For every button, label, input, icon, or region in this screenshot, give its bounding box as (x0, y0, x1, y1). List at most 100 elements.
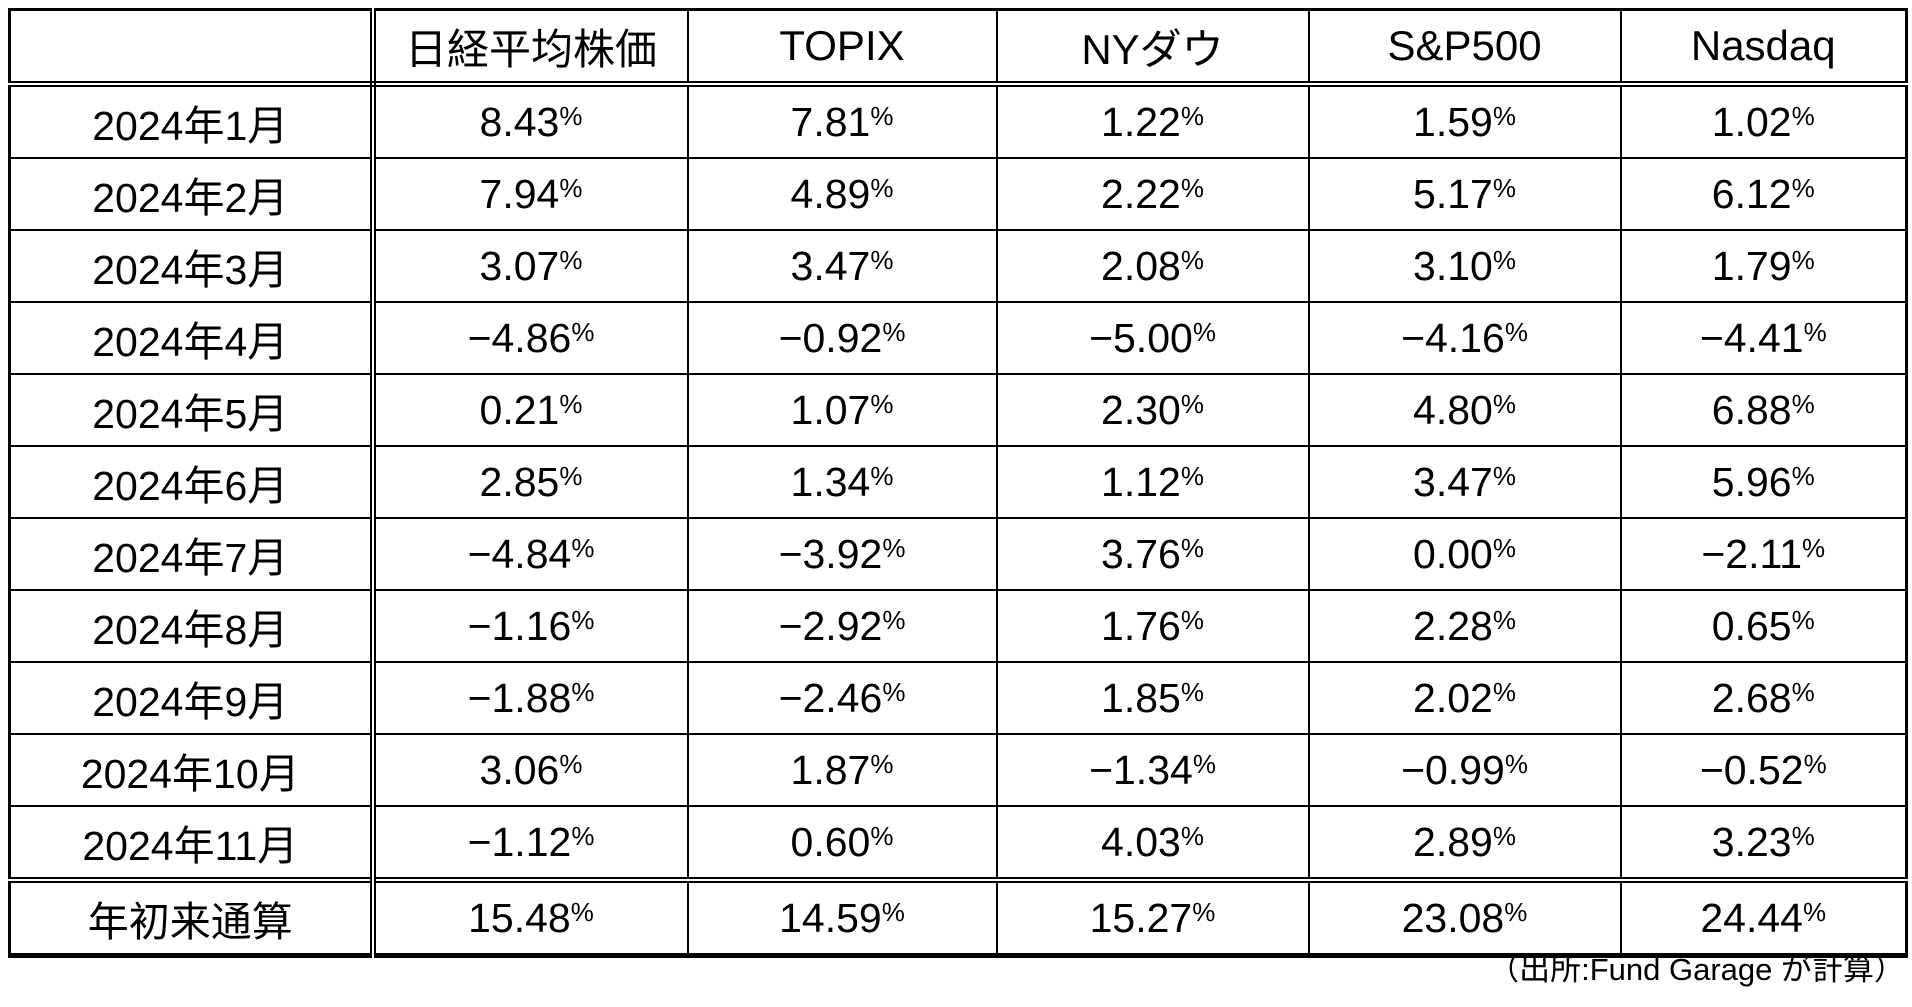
value-number: 2.68 (1711, 674, 1792, 721)
table-header: 日経平均株価 TOPIX NYダウ S&P500 Nasdaq (8, 8, 1908, 87)
value-cell: 6.88% (1619, 373, 1908, 447)
percent-sign: % (1803, 316, 1827, 347)
row-label: 2024年2月 (8, 157, 376, 231)
table-row: 2024年4月 −4.86% −0.92% −5.00% −4.16% −4.41% (8, 301, 1908, 375)
percent-sign: % (1504, 316, 1528, 347)
percent-sign: % (882, 604, 906, 635)
value-number: 7.81 (790, 98, 871, 145)
value-cell: 1.59% (1307, 83, 1622, 159)
total-row: 年初来通算 15.48% 14.59% 15.27% 23.08% 24.44% (8, 877, 1908, 958)
value-cell: 7.81% (686, 83, 998, 159)
value-number: 2.08 (1101, 242, 1181, 289)
value-cell: 3.10% (1307, 229, 1622, 303)
value-cell: 0.65% (1619, 589, 1908, 663)
value-number: 1.76 (1101, 602, 1181, 649)
percent-sign: % (1192, 316, 1216, 347)
percent-sign: % (882, 532, 906, 563)
percent-sign: % (571, 604, 595, 635)
value-cell: 4.89% (686, 157, 998, 231)
percent-sign: % (1180, 676, 1204, 707)
row-label: 2024年6月 (8, 445, 376, 519)
value-number: 24.44 (1700, 894, 1803, 941)
value-number: −1.88 (467, 674, 572, 721)
value-number: 1.79 (1711, 242, 1792, 289)
percent-sign: % (1802, 896, 1827, 927)
percent-sign: % (1791, 676, 1815, 707)
percent-sign: % (1180, 244, 1204, 275)
percent-sign: % (571, 316, 595, 347)
column-header: NYダウ (995, 8, 1310, 87)
percent-sign: % (1180, 820, 1204, 851)
value-number: 0.60 (790, 818, 871, 865)
percent-sign: % (881, 896, 905, 927)
value-cell: 15.48% (371, 877, 689, 958)
value-number: 0.00 (1413, 530, 1493, 577)
value-cell: 1.22% (995, 83, 1310, 159)
value-number: 6.88 (1711, 386, 1792, 433)
value-number: 3.23 (1711, 818, 1792, 865)
value-number: 4.89 (790, 170, 871, 217)
value-cell: 3.76% (995, 517, 1310, 591)
value-cell: 1.12% (995, 445, 1310, 519)
percent-sign: % (571, 820, 595, 851)
value-number: −4.16 (1401, 314, 1505, 361)
row-label: 2024年4月 (8, 301, 376, 375)
value-number: 1.87 (790, 746, 871, 793)
table-row: 2024年9月 −1.88% −2.46% 1.85% 2.02% 2.68% (8, 661, 1908, 735)
total-body: 年初来通算 15.48% 14.59% 15.27% 23.08% 24.44% (8, 877, 1908, 958)
value-cell: 3.23% (1619, 805, 1908, 881)
value-number: 2.28 (1413, 602, 1493, 649)
table-row: 2024年8月 −1.16% −2.92% 1.76% 2.28% 0.65% (8, 589, 1908, 663)
value-cell: 3.07% (371, 229, 689, 303)
value-number: 5.17 (1413, 170, 1493, 217)
value-number: 23.08 (1401, 894, 1505, 941)
value-number: 14.59 (779, 894, 882, 941)
value-cell: 2.08% (995, 229, 1310, 303)
percent-sign: % (1802, 532, 1826, 563)
value-cell: 2.02% (1307, 661, 1622, 735)
column-header: Nasdaq (1619, 8, 1908, 87)
value-number: 8.43 (479, 98, 560, 145)
table-row: 2024年10月 3.06% 1.87% −1.34% −0.99% −0.52% (8, 733, 1908, 807)
percent-sign: % (870, 100, 894, 131)
value-number: 3.47 (1413, 458, 1493, 505)
value-cell: −1.34% (995, 733, 1310, 807)
value-cell: −1.12% (371, 805, 689, 881)
column-header: S&P500 (1307, 8, 1622, 87)
percent-sign: % (870, 460, 894, 491)
table-row: 2024年3月 3.07% 3.47% 2.08% 3.10% 1.79% (8, 229, 1908, 303)
value-cell: −2.11% (1619, 517, 1908, 591)
value-number: 3.47 (790, 242, 871, 289)
value-cell: −0.92% (686, 301, 998, 375)
percent-sign: % (1492, 244, 1516, 275)
value-cell: 4.80% (1307, 373, 1622, 447)
value-cell: 7.94% (371, 157, 689, 231)
value-cell: 8.43% (371, 83, 689, 159)
percent-sign: % (1180, 604, 1204, 635)
row-label: 2024年5月 (8, 373, 376, 447)
percent-sign: % (559, 388, 583, 419)
value-number: 1.85 (1101, 674, 1181, 721)
source-note: （出所:Fund Garage が計算） (1488, 952, 1905, 987)
percent-sign: % (1791, 244, 1815, 275)
value-cell: −5.00% (995, 301, 1310, 375)
value-cell: 15.27% (995, 877, 1310, 958)
percent-sign: % (1180, 100, 1204, 131)
value-cell: −1.88% (371, 661, 689, 735)
row-label: 2024年7月 (8, 517, 376, 591)
value-cell: 5.17% (1307, 157, 1622, 231)
percent-sign: % (1791, 388, 1815, 419)
value-number: −0.52 (1699, 746, 1804, 793)
value-number: 4.03 (1101, 818, 1181, 865)
value-number: 15.48 (468, 894, 571, 941)
percent-sign: % (870, 388, 894, 419)
row-label: 2024年10月 (8, 733, 376, 807)
value-cell: −4.84% (371, 517, 689, 591)
value-cell: 1.02% (1619, 83, 1908, 159)
table-body: 2024年1月 8.43% 7.81% 1.22% 1.59% 1.02% 2024年2月 7… (8, 83, 1908, 881)
percent-sign: % (1492, 676, 1516, 707)
value-number: 3.07 (479, 242, 560, 289)
value-cell: 1.07% (686, 373, 998, 447)
percent-sign: % (570, 896, 594, 927)
